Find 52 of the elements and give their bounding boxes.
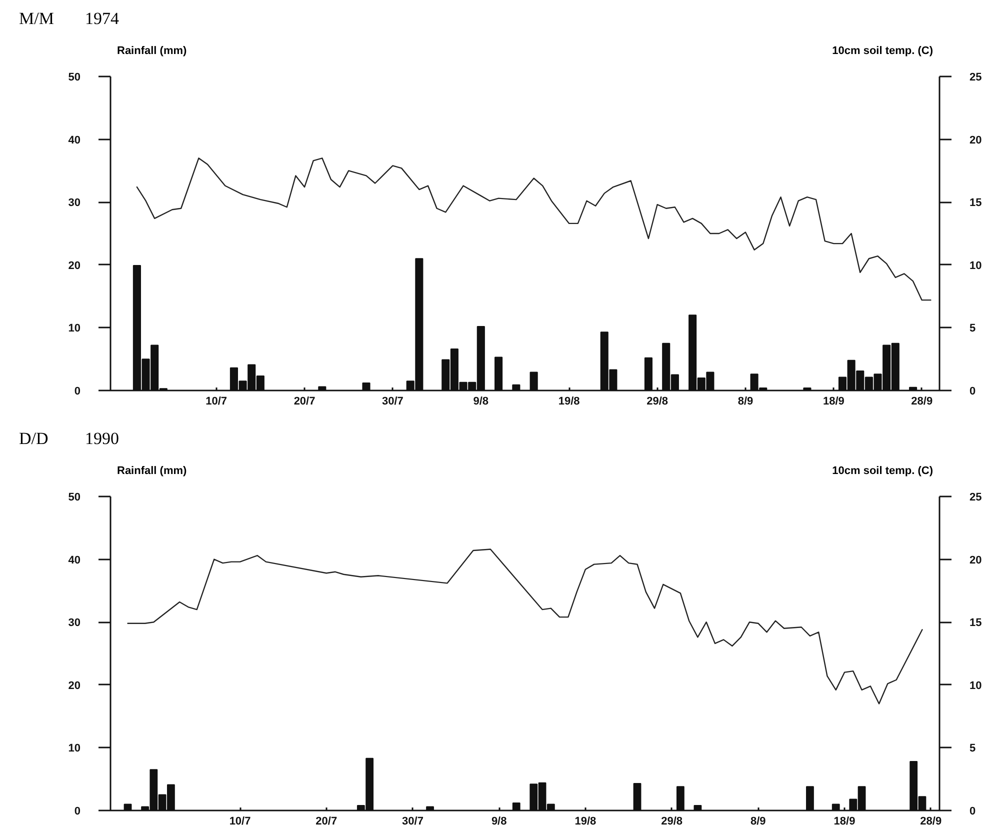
chart-subtitle: 1974 bbox=[85, 9, 119, 29]
chart-title: D/D bbox=[19, 429, 48, 449]
y2-tick-label: 10 bbox=[970, 680, 982, 692]
x-tick-label: 29/8 bbox=[646, 396, 668, 408]
x-tick-label: 28/9 bbox=[920, 816, 942, 828]
y-tick-label: 50 bbox=[68, 492, 81, 504]
x-tick-label: 9/8 bbox=[473, 396, 489, 408]
x-tick-label: 18/9 bbox=[834, 816, 856, 828]
y-tick-label: 0 bbox=[74, 386, 81, 398]
x-tick-label: 19/8 bbox=[574, 816, 596, 828]
y-tick-label: 20 bbox=[68, 260, 81, 272]
y-tick-label: 40 bbox=[68, 134, 81, 146]
y2-tick-label: 20 bbox=[970, 134, 982, 146]
y-tick-label: 30 bbox=[68, 197, 81, 210]
y-axis-title: Rainfall (mm) bbox=[117, 465, 187, 477]
x-tick-label: 30/7 bbox=[402, 816, 424, 828]
x-tick-label: 8/9 bbox=[738, 396, 754, 408]
y-tick-label: 50 bbox=[68, 72, 81, 84]
x-tick-label: 19/8 bbox=[558, 396, 580, 408]
x-tick-label: 18/9 bbox=[822, 396, 844, 408]
x-tick-label: 10/7 bbox=[229, 816, 251, 828]
y-tick-label: 0 bbox=[74, 806, 81, 818]
chart-subtitle: 1990 bbox=[85, 429, 119, 449]
y-tick-label: 40 bbox=[68, 554, 81, 566]
x-tick-label: 10/7 bbox=[206, 396, 228, 408]
x-tick-label: 20/7 bbox=[294, 396, 316, 408]
y2-tick-label: 25 bbox=[970, 72, 982, 84]
y2-tick-label: 15 bbox=[970, 617, 982, 630]
x-tick-label: 20/7 bbox=[316, 816, 338, 828]
y-tick-label: 10 bbox=[68, 322, 81, 335]
y-tick-label: 20 bbox=[68, 680, 81, 692]
y2-tick-label: 0 bbox=[970, 806, 976, 818]
y2-tick-label: 20 bbox=[970, 554, 982, 566]
line-series bbox=[127, 548, 923, 704]
x-tick-label: 29/8 bbox=[661, 816, 683, 828]
y2-tick-label: 0 bbox=[970, 386, 976, 398]
line-series bbox=[136, 158, 932, 301]
x-tick-label: 28/9 bbox=[911, 396, 933, 408]
y2-axis-title: 10cm soil temp. (C) bbox=[832, 465, 933, 477]
x-tick-label: 30/7 bbox=[382, 396, 404, 408]
y2-tick-label: 15 bbox=[970, 197, 982, 210]
y-tick-label: 30 bbox=[68, 617, 81, 630]
y2-axis-title: 10cm soil temp. (C) bbox=[832, 45, 933, 57]
x-tick-label: 8/9 bbox=[750, 816, 766, 828]
y2-tick-label: 5 bbox=[970, 742, 976, 755]
y2-tick-label: 25 bbox=[970, 492, 982, 504]
chart-title: M/M bbox=[19, 9, 54, 29]
y2-tick-label: 10 bbox=[970, 260, 982, 272]
y-axis-title: Rainfall (mm) bbox=[117, 45, 187, 57]
y-tick-label: 10 bbox=[68, 742, 81, 755]
x-tick-label: 9/8 bbox=[491, 816, 507, 828]
y2-tick-label: 5 bbox=[970, 322, 976, 335]
